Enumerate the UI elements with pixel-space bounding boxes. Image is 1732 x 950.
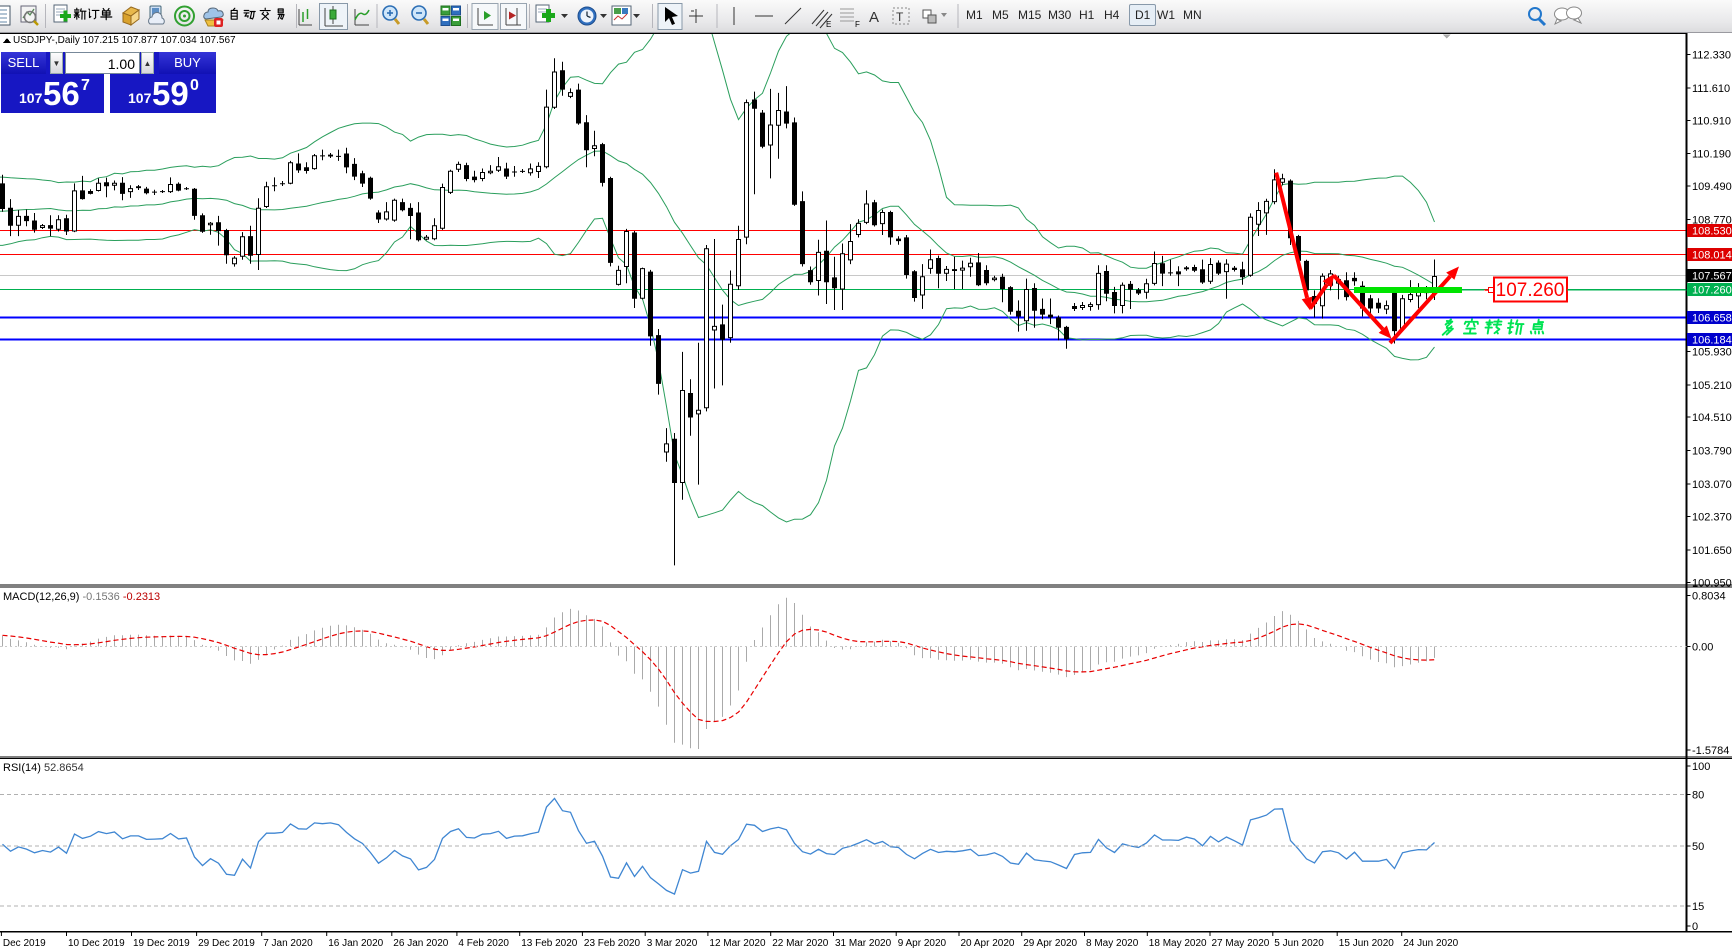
svg-text:103.070: 103.070 xyxy=(1692,479,1732,491)
svg-text:MACD(12,26,9) -0.1536 -0.2313: MACD(12,26,9) -0.1536 -0.2313 xyxy=(3,591,160,603)
svg-text:107.260: 107.260 xyxy=(1692,285,1732,297)
svg-text:105.210: 105.210 xyxy=(1692,380,1732,392)
svg-text:112.330: 112.330 xyxy=(1692,49,1731,61)
svg-text:0: 0 xyxy=(1692,921,1698,933)
svg-text:100: 100 xyxy=(1692,761,1710,773)
svg-text:13 Feb 2020: 13 Feb 2020 xyxy=(521,938,578,949)
svg-text:26 Jan 2020: 26 Jan 2020 xyxy=(393,938,448,949)
svg-text:0.8034: 0.8034 xyxy=(1692,591,1726,603)
svg-text:8 May 2020: 8 May 2020 xyxy=(1086,938,1139,949)
svg-text:110.190: 110.190 xyxy=(1692,149,1731,161)
svg-text:107.260: 107.260 xyxy=(1496,280,1565,301)
svg-text:Dec 2019: Dec 2019 xyxy=(3,938,46,949)
svg-text:29 Apr 2020: 29 Apr 2020 xyxy=(1023,938,1077,949)
svg-text:27 May 2020: 27 May 2020 xyxy=(1212,938,1270,949)
svg-text:RSI(14) 52.8654: RSI(14) 52.8654 xyxy=(3,762,84,774)
svg-text:F: F xyxy=(855,20,860,29)
svg-text:T: T xyxy=(896,10,904,24)
svg-text:101.650: 101.650 xyxy=(1692,545,1732,557)
svg-text:106.184: 106.184 xyxy=(1692,335,1732,347)
svg-text:5 Jun 2020: 5 Jun 2020 xyxy=(1274,938,1324,949)
svg-text:7 Jan 2020: 7 Jan 2020 xyxy=(263,938,313,949)
svg-text:102.370: 102.370 xyxy=(1692,512,1732,524)
svg-text:9 Apr 2020: 9 Apr 2020 xyxy=(898,938,947,949)
svg-text:10 Dec 2019: 10 Dec 2019 xyxy=(68,938,125,949)
svg-text:104.510: 104.510 xyxy=(1692,412,1732,424)
svg-text:23 Feb 2020: 23 Feb 2020 xyxy=(584,938,641,949)
svg-text:-1.5784: -1.5784 xyxy=(1692,745,1729,757)
svg-text:31 Mar 2020: 31 Mar 2020 xyxy=(835,938,892,949)
svg-text:50: 50 xyxy=(1692,841,1704,853)
svg-text:106.658: 106.658 xyxy=(1692,313,1732,325)
svg-text:24 Jun 2020: 24 Jun 2020 xyxy=(1403,938,1458,949)
svg-text:111.610: 111.610 xyxy=(1692,83,1730,95)
svg-text:29 Dec 2019: 29 Dec 2019 xyxy=(198,938,255,949)
svg-text:15 Jun 2020: 15 Jun 2020 xyxy=(1339,938,1394,949)
svg-text:16 Jan 2020: 16 Jan 2020 xyxy=(328,938,383,949)
svg-text:15: 15 xyxy=(1692,901,1704,913)
svg-text:110.910: 110.910 xyxy=(1692,115,1731,127)
svg-text:108.530: 108.530 xyxy=(1692,226,1732,238)
svg-text:108.014: 108.014 xyxy=(1692,250,1732,262)
svg-text:100.950: 100.950 xyxy=(1692,577,1732,589)
svg-text:3 Mar 2020: 3 Mar 2020 xyxy=(647,938,698,949)
svg-text:103.790: 103.790 xyxy=(1692,446,1732,458)
svg-text:4 Feb 2020: 4 Feb 2020 xyxy=(458,938,509,949)
svg-text:E: E xyxy=(826,20,831,29)
svg-text:105.930: 105.930 xyxy=(1692,346,1732,358)
svg-text:19 Dec 2019: 19 Dec 2019 xyxy=(133,938,190,949)
svg-text:0.00: 0.00 xyxy=(1692,642,1713,654)
svg-text:80: 80 xyxy=(1692,789,1704,801)
svg-text:22 Mar 2020: 22 Mar 2020 xyxy=(772,938,829,949)
svg-text:A: A xyxy=(869,9,879,26)
svg-text:18 May 2020: 18 May 2020 xyxy=(1149,938,1207,949)
svg-text:USDJPY-,Daily 107.215 107.877: USDJPY-,Daily 107.215 107.877 107.034 10… xyxy=(13,35,236,46)
svg-text:12 Mar 2020: 12 Mar 2020 xyxy=(709,938,766,949)
svg-text:108.770: 108.770 xyxy=(1692,215,1732,227)
svg-text:109.490: 109.490 xyxy=(1692,181,1732,193)
svg-text:107.567: 107.567 xyxy=(1692,270,1732,282)
svg-text:20 Apr 2020: 20 Apr 2020 xyxy=(961,938,1015,949)
